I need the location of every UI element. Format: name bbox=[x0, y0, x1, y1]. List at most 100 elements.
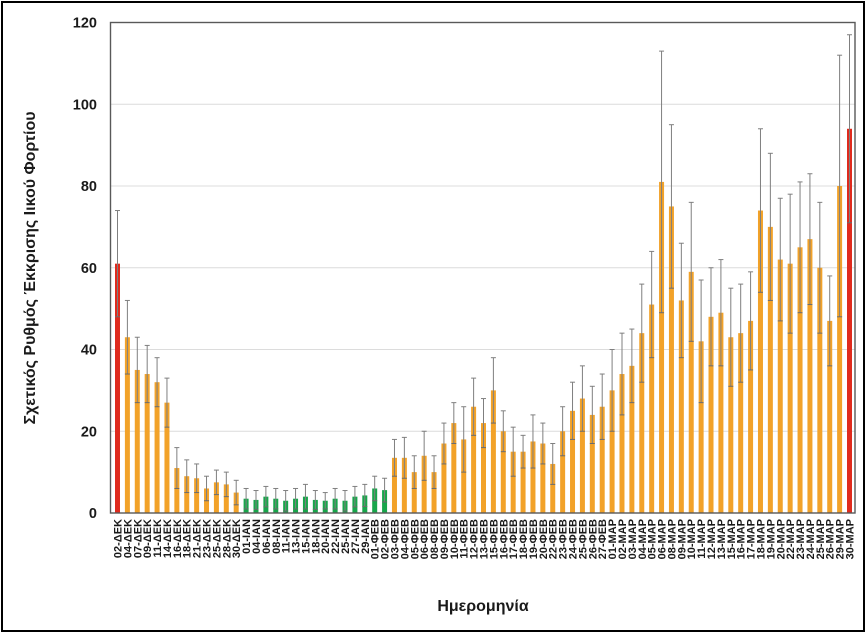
x-tick-label: 01-ΦΕΒ bbox=[370, 519, 382, 559]
x-tick-label: 11-ΦΕΒ bbox=[459, 519, 471, 559]
x-tick-label: 01-ΜΑΡ bbox=[607, 519, 619, 559]
x-tick-label: 20-ΦΕΒ bbox=[538, 519, 550, 559]
x-tick-label: 12-ΜΑΡ bbox=[706, 519, 718, 559]
x-tick-label: 13-ΦΕΒ bbox=[479, 519, 491, 559]
x-tick-label: 29-ΙΑΝ bbox=[360, 519, 372, 554]
bar bbox=[213, 482, 219, 513]
bar bbox=[184, 476, 190, 513]
x-tick-label: 18-ΙΑΝ bbox=[310, 519, 322, 554]
x-tick-label: 02-ΔΕΚ bbox=[113, 519, 125, 558]
bar bbox=[401, 457, 407, 513]
bar bbox=[461, 439, 467, 513]
x-tick-label: 04-ΙΑΝ bbox=[251, 519, 263, 554]
bar bbox=[649, 304, 655, 513]
bar bbox=[124, 337, 130, 513]
x-tick-label: 16-ΜΑΡ bbox=[736, 519, 748, 559]
x-tick-label: 18-ΔΕΚ bbox=[182, 519, 194, 558]
x-tick-label: 11-ΜΑΡ bbox=[696, 519, 708, 559]
x-tick-label: 27-ΙΑΝ bbox=[350, 519, 362, 554]
x-tick-label: 08-ΦΕΒ bbox=[429, 519, 441, 559]
x-tick-label: 03-ΜΑΡ bbox=[627, 519, 639, 559]
x-axis-title: Ημερομηνία bbox=[437, 598, 529, 615]
x-tick-label: 09-ΦΕΒ bbox=[439, 519, 451, 559]
y-tick-label: 100 bbox=[73, 97, 97, 113]
x-tick-label: 08-ΙΑΝ bbox=[271, 519, 283, 554]
y-axis-tick-labels: 0 20 40 60 80 100 120 bbox=[73, 16, 97, 523]
x-tick-label: 15-ΦΕΒ bbox=[488, 519, 500, 559]
bar bbox=[817, 267, 823, 513]
x-tick-label: 30-ΔΕΚ bbox=[231, 519, 243, 558]
x-tick-label: 09-ΔΕΚ bbox=[142, 519, 154, 558]
x-tick-label: 09-ΜΑΡ bbox=[676, 519, 688, 559]
x-tick-label: 25-ΦΕΒ bbox=[577, 519, 589, 559]
y-tick-label: 40 bbox=[81, 343, 97, 359]
x-tick-label: 23-ΜΑΡ bbox=[795, 519, 807, 559]
x-tick-label: 26-ΦΕΒ bbox=[587, 519, 599, 559]
plot-border bbox=[109, 21, 856, 514]
error-bars bbox=[115, 34, 852, 512]
x-tick-label: 17-ΜΑΡ bbox=[746, 519, 758, 559]
bar bbox=[421, 455, 427, 513]
x-tick-label: 10-ΜΑΡ bbox=[686, 519, 698, 559]
y-tick-label: 20 bbox=[81, 424, 97, 440]
x-tick-label: 13-ΙΑΝ bbox=[291, 519, 303, 554]
x-tick-label: 29-ΜΑΡ bbox=[835, 519, 847, 559]
bar bbox=[451, 423, 457, 513]
x-tick-label: 06-ΜΑΡ bbox=[657, 519, 669, 559]
x-tick-label: 03-ΦΕΒ bbox=[389, 519, 401, 559]
y-tick-label: 80 bbox=[81, 179, 97, 195]
bar bbox=[391, 457, 397, 513]
y-tick-label: 0 bbox=[89, 506, 97, 522]
bar bbox=[560, 431, 566, 513]
x-axis-tick-labels: 02-ΔΕΚ04-ΔΕΚ07-ΔΕΚ09-ΔΕΚ11-ΔΕΚ14-ΔΕΚ16-Δ… bbox=[113, 519, 857, 559]
x-tick-label: 04-ΦΕΒ bbox=[399, 519, 411, 559]
bar bbox=[629, 365, 635, 513]
bar bbox=[481, 423, 486, 513]
bar bbox=[807, 239, 813, 513]
x-tick-label: 24-ΜΑΡ bbox=[805, 519, 817, 559]
bar bbox=[550, 463, 556, 513]
x-tick-label: 06-ΙΑΝ bbox=[261, 519, 273, 554]
bar bbox=[223, 484, 229, 513]
bar bbox=[134, 369, 140, 513]
x-tick-label: 06-ΦΕΒ bbox=[419, 519, 431, 559]
x-tick-label: 14-ΔΕΚ bbox=[162, 519, 174, 558]
x-tick-label: 11-ΙΑΝ bbox=[281, 519, 293, 553]
x-tick-label: 04-ΜΑΡ bbox=[637, 519, 649, 559]
x-tick-label: 12-ΦΕΒ bbox=[469, 519, 481, 559]
bar bbox=[767, 226, 773, 513]
bar bbox=[777, 259, 783, 513]
x-tick-label: 07-ΔΕΚ bbox=[132, 519, 144, 558]
bar bbox=[115, 263, 120, 513]
bar bbox=[154, 382, 160, 513]
bar bbox=[570, 410, 576, 513]
bar bbox=[411, 472, 417, 513]
bar bbox=[500, 431, 506, 513]
bar bbox=[827, 320, 833, 513]
x-tick-label: 13-ΜΑΡ bbox=[716, 519, 728, 559]
x-tick-label: 27-ΦΕΒ bbox=[597, 519, 609, 559]
bar bbox=[164, 402, 170, 513]
bar bbox=[698, 341, 704, 513]
bar bbox=[441, 443, 447, 513]
x-tick-label: 02-ΜΑΡ bbox=[617, 519, 629, 559]
x-tick-label: 20-ΜΑΡ bbox=[775, 519, 787, 559]
bar bbox=[659, 181, 665, 513]
x-tick-label: 16-ΦΕΒ bbox=[498, 519, 510, 559]
bar bbox=[837, 186, 843, 513]
x-tick-label: 17-ΦΕΒ bbox=[508, 519, 520, 559]
bar bbox=[609, 390, 615, 513]
bar bbox=[471, 406, 477, 513]
x-tick-label: 01-ΙΑΝ bbox=[241, 519, 253, 554]
bar bbox=[787, 263, 793, 513]
bar bbox=[678, 300, 684, 513]
x-tick-label: 05-ΜΑΡ bbox=[647, 519, 659, 559]
x-tick-label: 15-ΜΑΡ bbox=[726, 519, 738, 559]
bar bbox=[579, 398, 585, 513]
x-tick-label: 08-ΜΑΡ bbox=[666, 519, 678, 559]
x-tick-label: 23-ΦΕΒ bbox=[558, 519, 570, 559]
x-tick-label: 25-ΜΑΡ bbox=[815, 519, 827, 559]
x-tick-label: 23-ΔΕΚ bbox=[202, 519, 214, 558]
x-tick-label: 22-ΦΕΒ bbox=[548, 519, 560, 559]
